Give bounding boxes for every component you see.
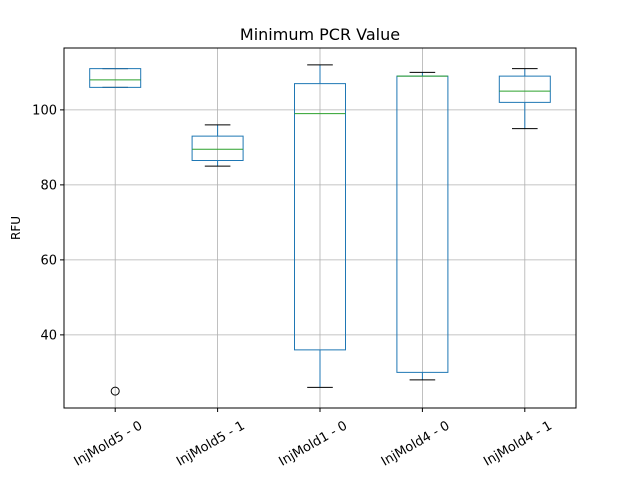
y-axis: 40 60 80 100	[32, 103, 64, 343]
iqr-box	[191, 135, 244, 161]
box-3	[294, 64, 346, 388]
y-tick-label: 100	[32, 103, 57, 118]
outlier-point	[110, 386, 120, 396]
box-2	[191, 124, 244, 167]
x-axis: InjMold5 - 0 InjMold5 - 1 InjMold1 - 0 InjM…	[72, 408, 555, 470]
box-5	[498, 68, 551, 130]
box-1	[89, 68, 142, 396]
y-tick-label: 40	[40, 328, 57, 343]
x-tick-label: InjMold5 - 1	[174, 418, 248, 469]
y-tick-label: 60	[40, 253, 57, 268]
y-tick-label: 80	[40, 178, 57, 193]
x-tick-label: InjMold1 - 0	[276, 418, 350, 469]
box-4	[396, 71, 449, 381]
chart-title: Minimum PCR Value	[240, 25, 400, 44]
y-axis-label: RFU	[9, 216, 23, 240]
x-tick-label: InjMold4 - 0	[379, 418, 453, 469]
boxes	[89, 64, 551, 396]
iqr-box	[89, 68, 142, 88]
iqr-box	[498, 75, 551, 103]
x-tick-label: InjMold4 - 1	[481, 418, 555, 469]
iqr-box	[294, 83, 346, 351]
grid	[64, 48, 576, 408]
x-tick-label: InjMold5 - 0	[72, 418, 146, 469]
